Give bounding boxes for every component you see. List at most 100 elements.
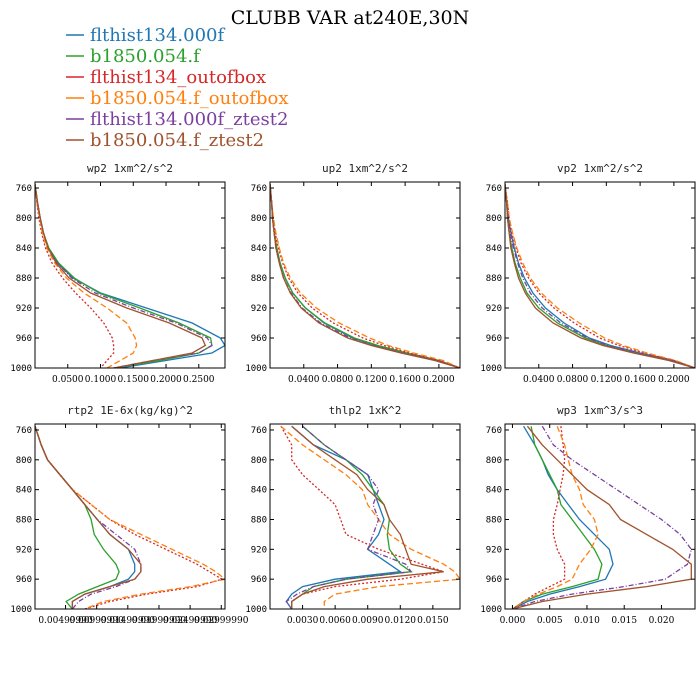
y-tick-label: 1000 (10, 605, 32, 615)
x-tick-label: 0.1600 (389, 375, 421, 385)
x-tick-label: 0.1000 (85, 375, 117, 385)
series-line (280, 425, 460, 609)
x-tick-label: 0.2000 (658, 375, 690, 385)
x-tick-label: 0.1200 (591, 375, 623, 385)
y-tick-label: 760 (16, 184, 32, 194)
x-tick-label: 0.0150 (417, 616, 449, 626)
y-tick-label: 760 (486, 426, 502, 436)
series-line (35, 184, 225, 368)
series-line (35, 425, 142, 609)
panel-title: rtp2 1E-6x(kg/kg)^2 (67, 404, 193, 417)
y-tick-label: 880 (486, 515, 502, 525)
y-tick-label: 800 (486, 214, 502, 224)
x-tick-label: 0.0090 (352, 616, 384, 626)
x-tick-label: 0.0800 (322, 375, 354, 385)
plot-frame (269, 181, 461, 369)
series-line (512, 425, 599, 609)
x-tick-label: 0.0400 (523, 375, 555, 385)
panel-title: up2 1xm^2/s^2 (322, 162, 408, 175)
x-tick-label: 0.0120 (385, 616, 417, 626)
x-tick-label: 0.0500 (52, 375, 84, 385)
y-tick-label: 960 (486, 575, 502, 585)
series-line (285, 425, 403, 609)
x-tick-label: 0.00999990 (69, 616, 124, 626)
series-line (270, 184, 460, 368)
series-line (35, 184, 115, 368)
x-tick-label: 0.010 (574, 616, 600, 626)
series-line (505, 184, 695, 368)
x-tick-label: 0.015 (611, 616, 637, 626)
series-line (270, 184, 460, 368)
plot-frame (504, 423, 696, 610)
plot-frame (504, 181, 696, 369)
legend: flthist134.000fb1850.054.fflthist134_out… (66, 25, 288, 151)
x-tick-label: 0.2000 (150, 375, 182, 385)
y-tick-label: 760 (251, 184, 267, 194)
series-line (505, 184, 695, 368)
series-line (285, 425, 413, 609)
series-line (270, 184, 460, 368)
series-line (35, 425, 142, 609)
legend-label: flthist134.000f (90, 25, 225, 46)
series-line (280, 425, 444, 609)
series-line (35, 184, 207, 368)
series-line (35, 184, 213, 368)
y-tick-label: 880 (16, 515, 32, 525)
series-line (505, 184, 695, 368)
x-tick-label: 0.1500 (118, 375, 150, 385)
legend-label: b1850.054.f (90, 46, 201, 67)
panel: vp2 1xm^2/s^2 760 800 840 880 920 960 1000 0.040… (480, 162, 696, 385)
series-line (505, 184, 695, 368)
y-tick-label: 920 (16, 545, 32, 555)
x-tick-label: 0.01999990 (132, 616, 187, 626)
plot-frame (34, 181, 226, 369)
x-tick-label: 0.1200 (356, 375, 388, 385)
y-tick-label: 1000 (480, 364, 502, 374)
panels: wp2 1xm^2/s^2 760 800 840 880 920 960 1000 0.050… (10, 162, 696, 626)
y-tick-label: 920 (251, 545, 267, 555)
y-tick-label: 920 (251, 304, 267, 314)
panel-title: vp2 1xm^2/s^2 (557, 162, 643, 175)
y-tick-label: 760 (486, 184, 502, 194)
legend-label: b1850.054.f_ztest2 (90, 130, 264, 151)
y-tick-label: 1000 (245, 364, 267, 374)
x-tick-label: 0.0030 (287, 616, 319, 626)
series-line (291, 425, 444, 609)
series-line (512, 425, 692, 609)
y-tick-label: 840 (16, 486, 32, 496)
y-tick-label: 760 (251, 426, 267, 436)
y-tick-label: 960 (251, 334, 267, 344)
y-tick-label: 960 (16, 334, 32, 344)
legend-label: flthist134_outofbox (90, 67, 266, 88)
y-tick-label: 800 (486, 456, 502, 466)
figure-title: CLUBB VAR at240E,30N (231, 7, 470, 29)
y-tick-label: 960 (16, 575, 32, 585)
x-tick-label: 0.020 (649, 616, 675, 626)
x-tick-label: 0.02999990 (194, 616, 249, 626)
panel-title: wp3 1xm^3/s^3 (557, 404, 643, 417)
y-tick-label: 920 (486, 304, 502, 314)
y-tick-label: 800 (251, 214, 267, 224)
panel-title: wp2 1xm^2/s^2 (87, 162, 173, 175)
y-tick-label: 800 (16, 456, 32, 466)
plot-frame (269, 423, 461, 610)
panel: up2 1xm^2/s^2 760 800 840 880 920 960 1000 0.040… (245, 162, 461, 385)
y-tick-label: 800 (251, 456, 267, 466)
series-line (35, 184, 138, 368)
x-tick-label: 0.00499990 (38, 616, 93, 626)
x-tick-label: 0.0400 (288, 375, 320, 385)
y-tick-label: 880 (251, 274, 267, 284)
panel: wp3 1xm^3/s^3 760 800 840 880 920 960 10000.000… (480, 404, 696, 626)
y-tick-label: 960 (486, 334, 502, 344)
y-tick-label: 840 (251, 486, 267, 496)
y-tick-label: 1000 (10, 364, 32, 374)
x-tick-label: 0.2500 (183, 375, 215, 385)
y-tick-label: 760 (16, 426, 32, 436)
y-tick-label: 1000 (480, 605, 502, 615)
y-tick-label: 920 (16, 304, 32, 314)
y-tick-label: 840 (486, 486, 502, 496)
y-tick-label: 840 (251, 244, 267, 254)
panel: rtp2 1E-6x(kg/kg)^2 760 800 840 880 920 960 100… (10, 404, 248, 626)
